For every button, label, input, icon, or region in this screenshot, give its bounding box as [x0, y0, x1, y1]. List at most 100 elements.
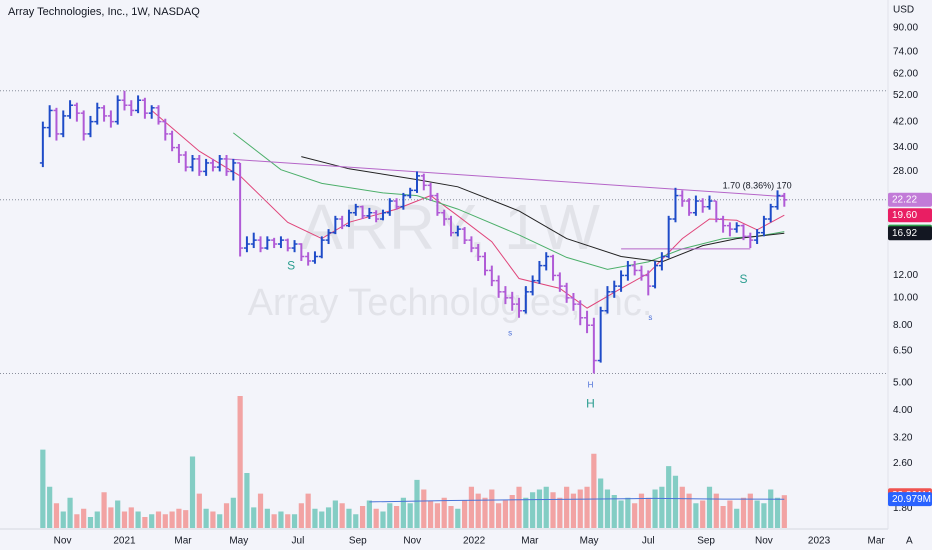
volume-bar — [271, 514, 277, 528]
volume-bar — [509, 495, 515, 528]
volume-bar — [761, 503, 767, 528]
volume-bar — [319, 511, 325, 528]
volume-bar — [462, 500, 468, 528]
volume-bar — [400, 497, 406, 528]
volume-bar — [53, 503, 60, 528]
volume-bar — [135, 511, 141, 528]
y-tick-label: 5.00 — [893, 378, 913, 389]
volume-bar — [734, 508, 740, 528]
volume-bar — [380, 511, 386, 528]
volume-bar — [285, 514, 291, 528]
volume-bar — [584, 486, 590, 528]
volume-bar — [312, 508, 318, 528]
volume-bar — [230, 497, 236, 528]
y-tick-label: 74.00 — [893, 47, 918, 58]
volume-bar — [339, 503, 345, 528]
volume-bar — [203, 508, 209, 528]
volume-bar — [189, 456, 196, 528]
volume-bar — [713, 493, 719, 528]
y-tick-label: 6.50 — [893, 345, 913, 356]
trendline — [226, 158, 785, 198]
x-tick-label: 2023 — [808, 536, 831, 547]
volume-bar — [278, 511, 284, 528]
moving-average — [232, 132, 785, 270]
volume-bar — [81, 508, 87, 528]
price-tag-label: 22.22 — [892, 194, 917, 205]
volume-bar — [659, 486, 665, 528]
volume-bar — [740, 497, 747, 528]
volume-bar — [223, 503, 230, 528]
volume-bar — [40, 449, 46, 528]
volume-bar — [618, 500, 624, 528]
x-tick-label: 2021 — [113, 536, 136, 547]
volume-bar — [441, 497, 447, 528]
volume-bar — [101, 492, 107, 528]
volume-bar — [727, 500, 733, 528]
moving-average — [301, 156, 785, 263]
pattern-label: H — [586, 397, 595, 411]
y-tick-label: 1.80 — [893, 503, 913, 514]
volume-bar — [94, 511, 100, 528]
pattern-label: H — [588, 381, 594, 390]
x-tick-label: Jul — [292, 536, 305, 547]
x-tick-label: Jul — [642, 536, 655, 547]
volume-bar — [427, 500, 434, 528]
volume-bar — [305, 493, 311, 528]
y-tick-label: 90.00 — [893, 23, 918, 34]
volume-bar — [176, 508, 182, 528]
price-tag — [888, 226, 932, 241]
volume-bar — [482, 497, 488, 528]
volume-bar — [557, 497, 563, 528]
volume-bar — [237, 396, 243, 528]
volume-bar — [516, 486, 522, 528]
volume-bar — [455, 508, 461, 528]
volume-bar — [196, 493, 202, 528]
volume-bar — [604, 489, 611, 528]
volume-bar — [244, 473, 250, 528]
x-tick-label: Sep — [349, 536, 367, 547]
volume-bar — [536, 489, 543, 528]
volume-bar — [543, 486, 549, 528]
volume-bar — [251, 507, 257, 528]
price-tag — [888, 492, 932, 507]
volume-bar — [264, 508, 270, 528]
price-tag-label: 16.92 — [892, 228, 917, 239]
volume-bar — [693, 503, 699, 528]
y-tick-label: 8.00 — [893, 320, 913, 331]
volume-bar — [530, 492, 536, 528]
volume-bar — [155, 511, 162, 528]
volume-bar — [468, 486, 475, 528]
y-tick-label: 4.00 — [893, 405, 913, 416]
volume-bar — [169, 511, 175, 528]
price-tag — [888, 208, 932, 223]
volume-bar — [434, 503, 440, 528]
volume-bar — [373, 508, 379, 528]
volume-bar — [564, 486, 570, 528]
volume-bar — [645, 497, 651, 528]
volume-bar — [523, 497, 529, 528]
volume-bar — [598, 478, 604, 528]
volume-bar — [421, 489, 427, 528]
x-tick-label: Mar — [868, 536, 886, 547]
x-tick-label: May — [580, 536, 599, 547]
volume-bar — [115, 500, 121, 528]
volume-bar — [666, 466, 672, 528]
volume-bar — [387, 503, 393, 528]
moving-average — [151, 110, 785, 309]
scale-mode[interactable]: A — [906, 536, 913, 547]
volume-bar — [768, 489, 774, 528]
volume-bar — [496, 503, 502, 528]
volume-bar — [47, 486, 53, 528]
volume-bar — [706, 486, 713, 528]
measure-label: 1.70 (8.36%) 170 — [723, 181, 792, 191]
volume-bar — [291, 514, 298, 528]
pattern-label: S — [740, 272, 748, 286]
volume-ma-line — [369, 497, 785, 503]
volume-bar — [652, 489, 658, 528]
volume-bar — [108, 507, 114, 528]
watermark: ARRY, 1W Array Technologies, Inc. — [248, 191, 653, 324]
volume-bar — [502, 500, 509, 528]
volume-bar — [577, 489, 583, 528]
